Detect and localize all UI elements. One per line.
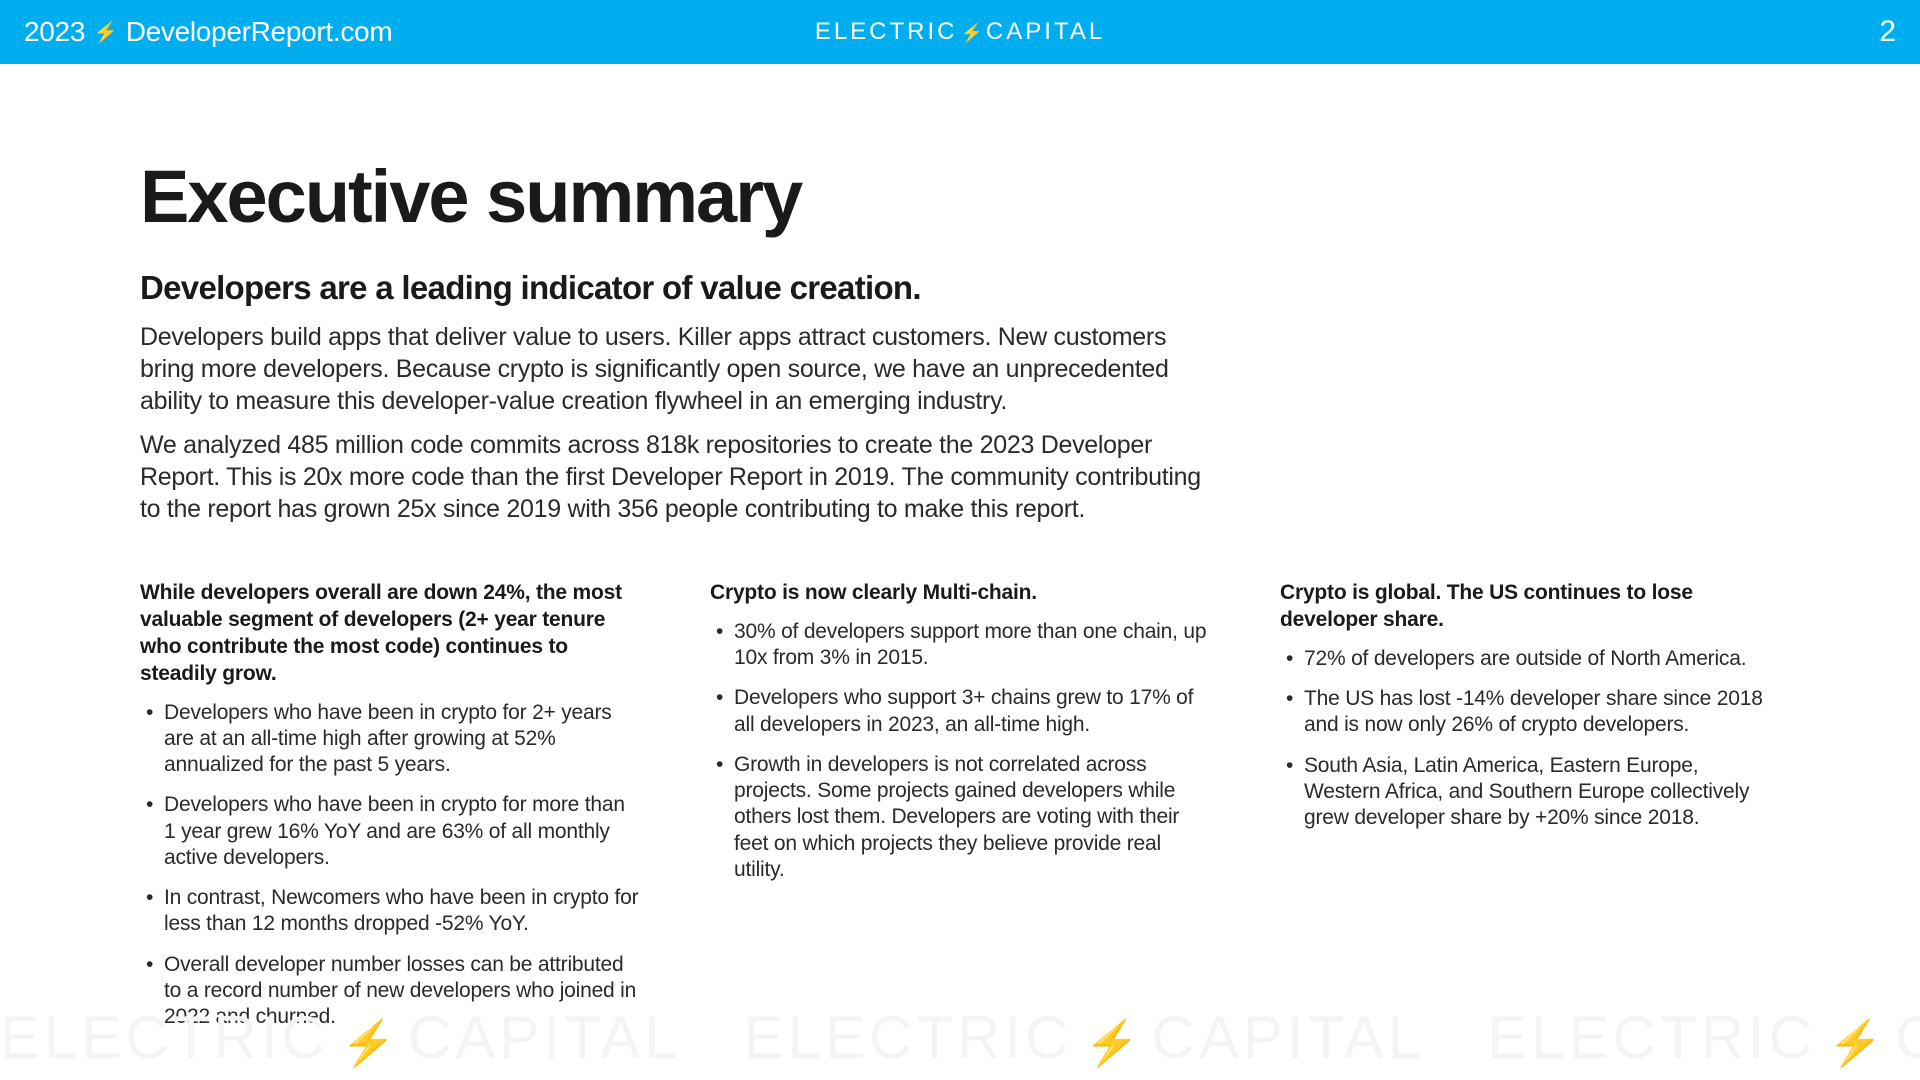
column-1-heading: While developers overall are down 24%, t… [140,580,640,688]
header-left: 2023 ⚡ DeveloperReport.com [24,16,392,48]
list-item: Developers who have been in crypto for 2… [164,700,640,779]
intro-paragraph-1: Developers build apps that deliver value… [140,321,1215,417]
column-2: Crypto is now clearly Multi-chain. 30% o… [710,580,1210,1044]
column-2-list: 30% of developers support more than one … [710,619,1210,883]
column-3-heading: Crypto is global. The US continues to lo… [1280,580,1780,634]
page-content: Executive summary Developers are a leadi… [0,64,1920,1044]
page-subtitle: Developers are a leading indicator of va… [140,269,1780,307]
page-title: Executive summary [140,154,1780,239]
list-item: Growth in developers is not correlated a… [734,752,1210,883]
page-header: 2023 ⚡ DeveloperReport.com ELECTRIC ⚡ CA… [0,0,1920,64]
list-item: In contrast, Newcomers who have been in … [164,885,640,938]
column-1: While developers overall are down 24%, t… [140,580,640,1044]
column-3-list: 72% of developers are outside of North A… [1280,646,1780,832]
page-number: 2 [1879,15,1896,49]
header-site: DeveloperReport.com [126,16,393,48]
bolt-icon: ⚡ [93,20,118,45]
list-item: Developers who have been in crypto for m… [164,792,640,871]
list-item: 72% of developers are outside of North A… [1304,646,1780,672]
list-item: Overall developer number losses can be a… [164,952,640,1031]
column-3: Crypto is global. The US continues to lo… [1280,580,1780,1044]
header-year: 2023 [24,16,85,48]
list-item: The US has lost -14% developer share sin… [1304,686,1780,739]
list-item: Developers who support 3+ chains grew to… [734,685,1210,738]
list-item: 30% of developers support more than one … [734,619,1210,672]
column-1-list: Developers who have been in crypto for 2… [140,700,640,1031]
brand-part2: CAPITAL [986,18,1105,45]
column-2-heading: Crypto is now clearly Multi-chain. [710,580,1210,607]
columns-container: While developers overall are down 24%, t… [140,580,1780,1044]
header-brand: ELECTRIC ⚡ CAPITAL [815,18,1105,46]
intro-paragraph-2: We analyzed 485 million code commits acr… [140,429,1215,525]
list-item: South Asia, Latin America, Eastern Europ… [1304,753,1780,832]
brand-part1: ELECTRIC [815,18,958,45]
bolt-icon: ⚡ [956,23,988,43]
